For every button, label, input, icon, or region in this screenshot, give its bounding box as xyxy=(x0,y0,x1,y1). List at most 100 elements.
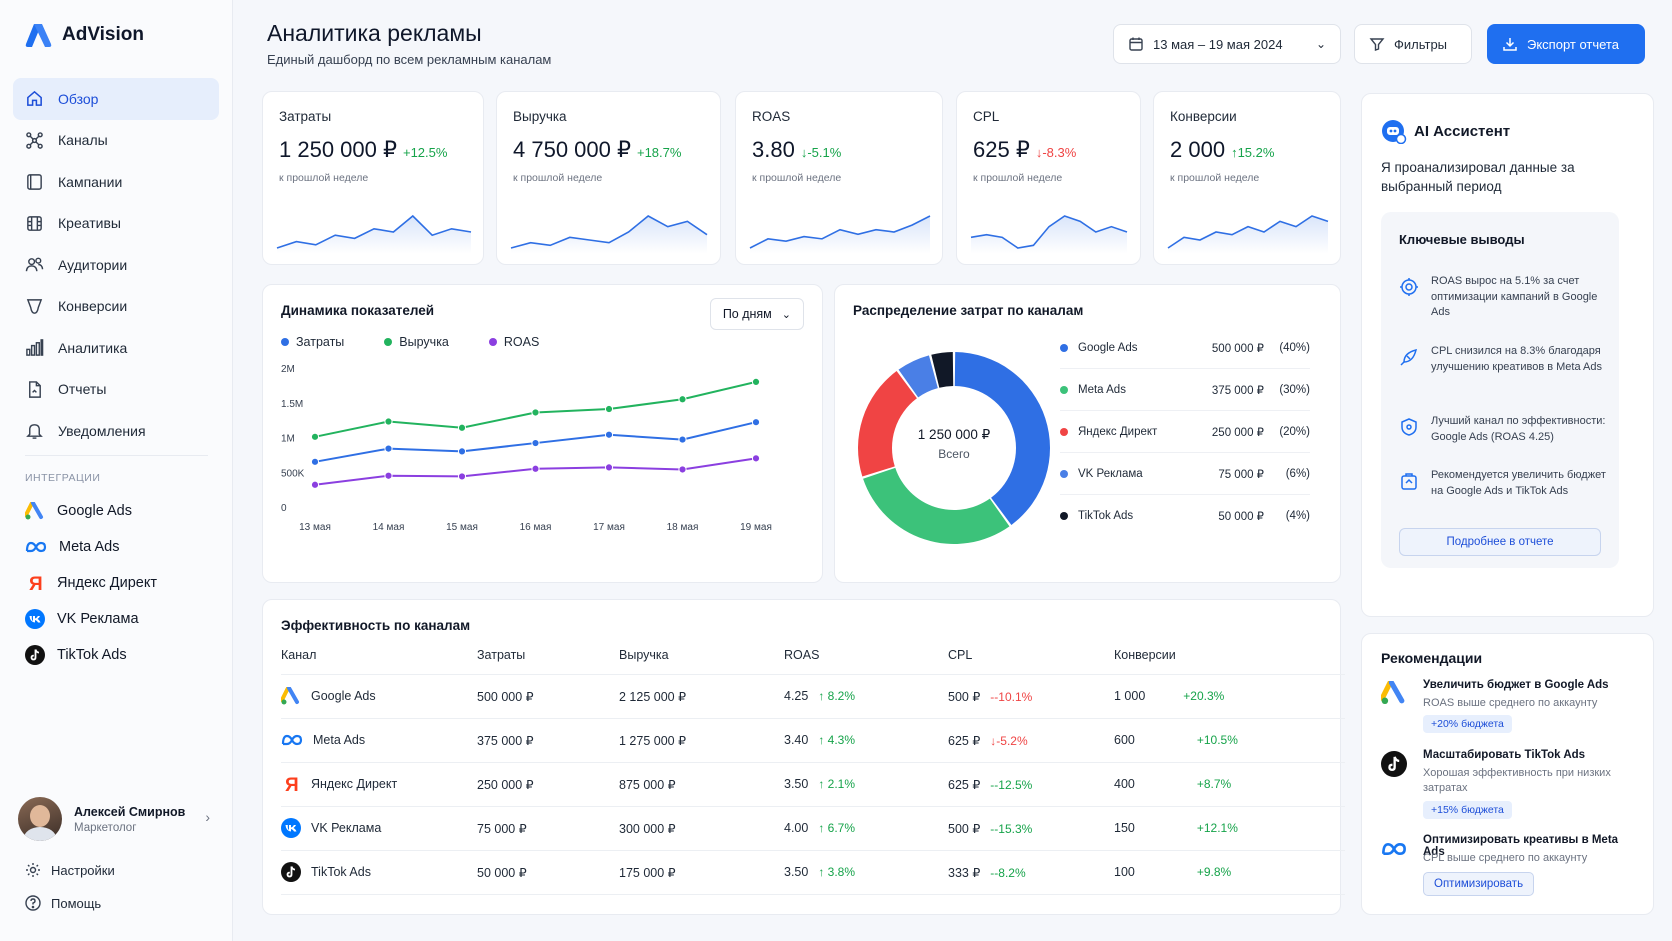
legend-dot xyxy=(1060,343,1068,352)
conv-cell: 100 +9.8% xyxy=(1114,850,1345,895)
roas-delta: ↑ 4.3% xyxy=(818,733,856,747)
chevron-down-icon: ⌄ xyxy=(781,308,791,321)
data-point xyxy=(678,435,687,444)
table-title: Эффективность по каналам xyxy=(281,618,471,633)
legend-dot xyxy=(488,338,497,346)
integration-vk[interactable]: VK Реклама xyxy=(13,601,219,637)
kpi-note: к прошлой неделе xyxy=(279,172,369,184)
column-header[interactable]: ROAS xyxy=(784,636,948,675)
data-point xyxy=(457,447,467,456)
svg-text:Я: Я xyxy=(29,574,43,593)
data-point xyxy=(751,454,761,463)
recommendation-title: Увеличить бюджет в Google Ads xyxy=(1423,679,1609,691)
data-point xyxy=(384,444,393,453)
table-row[interactable]: Я Яндекс Директ 250 000 ₽ 875 000 ₽ 3.50 ↑… xyxy=(281,762,1345,807)
roas-cell: 3.50 ↑ 2.1% xyxy=(784,762,948,807)
kpi-label: Конверсии xyxy=(1170,109,1237,124)
insight-item: Рекомендуется увеличить бюджет на Google… xyxy=(1399,468,1609,499)
y-tick-label: 500K xyxy=(281,468,305,479)
filters-button[interactable]: Фильтры xyxy=(1354,24,1472,64)
integration-label: Google Ads xyxy=(57,503,132,519)
recommendation-title: Оптимизировать креативы в Meta Ads xyxy=(1423,834,1619,858)
data-point xyxy=(310,480,320,489)
y-tick-label: 1M xyxy=(281,434,295,445)
kpi-label: Затраты xyxy=(279,109,332,124)
integration-google-ads[interactable]: Google Ads xyxy=(13,493,219,529)
export-button[interactable]: Экспорт отчета xyxy=(1487,24,1645,64)
table-row[interactable]: VK Реклама 75 000 ₽ 300 000 ₽ 4.00 ↑ 6.7%… xyxy=(281,806,1345,851)
sparkline-line xyxy=(276,214,472,249)
legend-item: Затраты xyxy=(281,335,344,349)
legend-dot xyxy=(281,338,289,346)
table-row[interactable]: Meta Ads 375 000 ₽ 1 275 000 ₽ 3.40 ↑ 4.3… xyxy=(281,718,1345,763)
kpi-note: к прошлой неделе xyxy=(513,172,603,184)
column-header[interactable]: Затраты xyxy=(477,636,619,675)
nav-divider xyxy=(25,455,208,456)
nav-item-reports[interactable]: Отчеты xyxy=(13,369,219,411)
clipboard-icon xyxy=(1401,473,1417,490)
help-link[interactable]: Помощь xyxy=(25,895,101,911)
data-point xyxy=(604,463,614,472)
page-title: Аналитика рекламы xyxy=(267,20,482,46)
nav-item-channels[interactable]: Каналы xyxy=(13,120,219,162)
roas-cell: 3.50 ↑ 3.8% xyxy=(784,850,948,895)
channel-name: TikTok Ads xyxy=(311,865,371,879)
meta-icon xyxy=(1382,842,1406,856)
nav-label: Аудитории xyxy=(58,256,128,273)
date-range-picker[interactable]: 13 мая – 19 мая 2024 ⌄ xyxy=(1113,24,1341,64)
column-header[interactable]: Выручка xyxy=(619,636,784,675)
insight-item: Лучший канал по эффективности: Google Ad… xyxy=(1399,414,1609,445)
nav-item-analytics[interactable]: Аналитика xyxy=(13,327,219,369)
ai-robot-icon xyxy=(1382,120,1407,144)
tiktok-icon xyxy=(281,862,301,882)
nav-item-notifications[interactable]: Уведомления xyxy=(13,410,219,452)
creatives-icon xyxy=(27,215,42,231)
x-tick-label: 18 мая xyxy=(667,522,699,533)
period-dropdown[interactable]: По дням ⌄ xyxy=(709,298,804,330)
settings-link[interactable]: Настройки xyxy=(25,862,115,878)
shield-icon xyxy=(1401,418,1417,436)
data-point xyxy=(531,408,540,417)
insights-title: Ключевые выводы xyxy=(1399,232,1525,247)
sparkline-line xyxy=(1167,215,1329,249)
reports-icon xyxy=(29,380,41,398)
integration-tiktok[interactable]: TikTok Ads xyxy=(13,637,219,673)
distribution-title: Распределение затрат по каналам xyxy=(853,303,1084,318)
data-point xyxy=(531,438,540,448)
kpi-label: CPL xyxy=(973,109,1000,124)
kpi-value: 625 ₽ ↓-8.3% xyxy=(973,137,1077,162)
kpi-note: к прошлой неделе xyxy=(973,172,1063,184)
rocket-icon xyxy=(1400,348,1418,366)
donut-legend: Google Ads 500 000 ₽ (40%) Meta Ads 375 000… xyxy=(1060,327,1310,537)
column-header[interactable]: CPL xyxy=(948,636,1114,675)
data-point xyxy=(457,472,467,481)
channel-name: VK Реклама xyxy=(311,821,382,835)
nav-item-audiences[interactable]: Аудитории xyxy=(13,244,219,286)
report-details-button[interactable]: Подробнее в отчете xyxy=(1399,528,1601,556)
nav-item-overview[interactable]: Обзор xyxy=(13,78,219,120)
nav-item-creatives[interactable]: Креативы xyxy=(13,203,219,245)
table-row[interactable]: TikTok Ads 50 000 ₽ 175 000 ₽ 3.50 ↑ 3.8%… xyxy=(281,850,1345,895)
channels-icon xyxy=(26,131,43,149)
kpi-note: к прошлой неделе xyxy=(1170,172,1260,184)
app-logo[interactable]: AdVision xyxy=(24,22,144,48)
nav-item-conversions[interactable]: Конверсии xyxy=(13,286,219,328)
table-row[interactable]: Google Ads 500 000 ₽ 2 125 000 ₽ 4.25 ↑ 8… xyxy=(281,674,1345,719)
integration-yandex[interactable]: Я Яндекс Директ xyxy=(13,565,219,601)
data-point xyxy=(531,464,540,473)
sparkline-area xyxy=(1168,216,1328,254)
roas-delta: ↑ 3.8% xyxy=(818,865,856,879)
cpl-delta: --10.1% xyxy=(990,689,1033,704)
donut-legend-row: Google Ads 500 000 ₽ (40%) xyxy=(1060,327,1310,369)
column-header[interactable]: Конверсии xyxy=(1114,636,1345,675)
column-header[interactable]: Канал xyxy=(281,636,477,675)
x-tick-label: 13 мая xyxy=(299,522,331,533)
recommendation-desc: CPL выше среднего по аккаунту xyxy=(1423,852,1588,864)
kpi-card-cost: Затраты 1 250 000 ₽ +12.5% к прошлой неде… xyxy=(262,91,484,265)
user-name: Алексей Смирнов xyxy=(74,804,186,819)
optimize-button[interactable]: Оптимизировать xyxy=(1423,872,1535,896)
integration-meta-ads[interactable]: Meta Ads xyxy=(13,529,219,565)
kpi-delta: +18.7% xyxy=(636,145,682,160)
nav-item-campaigns[interactable]: Кампании xyxy=(13,161,219,203)
user-profile[interactable]: Алексей Смирнов Маркетолог › xyxy=(14,792,218,846)
